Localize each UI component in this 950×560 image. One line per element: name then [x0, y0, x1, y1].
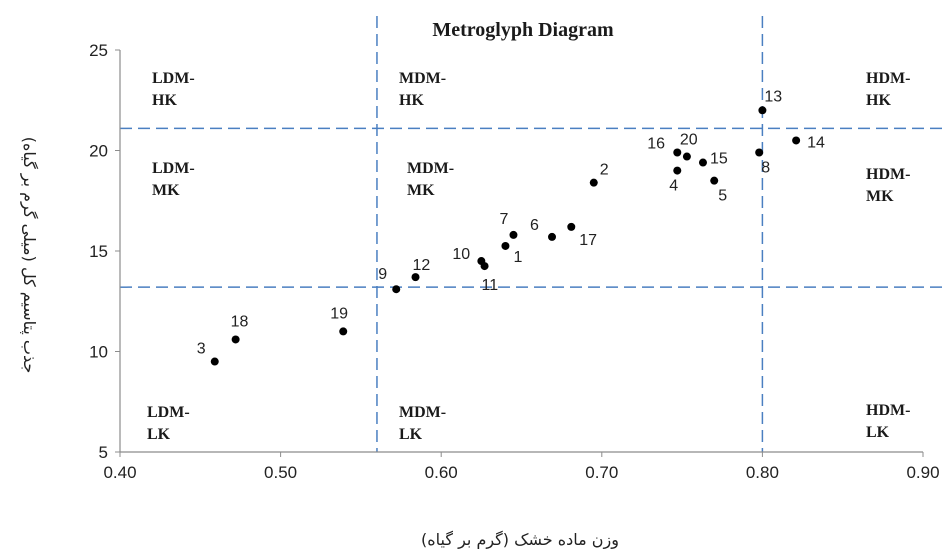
data-point-label-1: 1 [513, 249, 522, 266]
data-point-11 [480, 262, 489, 271]
data-point-label-14: 14 [807, 134, 825, 151]
y-tick-label: 15 [89, 242, 108, 261]
data-point-9 [392, 285, 401, 294]
data-point-17 [567, 222, 576, 231]
data-point-13 [758, 106, 767, 115]
region-label-ldm-lk: LDM-LK [147, 404, 190, 443]
y-tick-label: 10 [89, 343, 108, 362]
data-point-label-13: 13 [764, 88, 782, 105]
region-labels: LDM-HK MDM-HK HDM-HK LDM-MK MDM-MK HDM-MK LDM-… [147, 70, 910, 443]
x-tick-label: 0.50 [264, 463, 297, 482]
y-tick-label: 5 [99, 443, 108, 462]
data-point-4 [673, 166, 682, 175]
data-point-label-15: 15 [710, 151, 728, 168]
data-point-1 [501, 241, 510, 250]
region-label-mdm-mk: MDM-MK [407, 160, 454, 199]
data-point-16 [673, 148, 682, 157]
x-tick-label: 0.40 [103, 463, 136, 482]
region-label-mdm-hk: MDM-HK [399, 70, 446, 109]
x-tick-label: 0.60 [425, 463, 458, 482]
data-point-label-16: 16 [647, 136, 665, 153]
x-tick-label: 0.90 [906, 463, 939, 482]
data-point-8 [755, 148, 764, 157]
region-label-ldm-mk: LDM-MK [152, 160, 195, 199]
data-point-label-7: 7 [499, 211, 508, 228]
data-point-label-20: 20 [680, 132, 698, 149]
data-point-label-10: 10 [452, 246, 470, 263]
data-point-5 [710, 176, 719, 185]
data-point-label-3: 3 [197, 341, 206, 358]
chart-title: Metroglyph Diagram [432, 19, 614, 41]
divider-lines [120, 16, 945, 452]
y-tick-label: 25 [89, 41, 108, 60]
data-point-2 [589, 178, 598, 187]
data-point-label-17: 17 [579, 232, 597, 249]
region-label-mdm-lk: MDM-LK [399, 404, 446, 443]
data-point-15 [698, 158, 707, 167]
data-point-label-19: 19 [330, 305, 348, 322]
data-point-20 [682, 152, 691, 161]
data-point-label-2: 2 [600, 162, 609, 179]
data-point-12 [411, 273, 420, 282]
region-label-hdm-lk: HDM-LK [866, 402, 910, 441]
data-point-18 [231, 335, 240, 344]
data-point-3 [210, 357, 219, 366]
data-point-label-12: 12 [413, 257, 431, 274]
x-axis-label: وزن ماده خشک (گرم بر گیاه) [421, 530, 619, 550]
data-point-label-5: 5 [718, 188, 727, 205]
data-point-label-18: 18 [231, 313, 249, 330]
y-tick-label: 20 [89, 142, 108, 161]
region-label-hdm-hk: HDM-HK [866, 70, 910, 109]
data-point-label-4: 4 [669, 178, 678, 195]
data-point-label-8: 8 [761, 160, 770, 177]
data-point-19 [339, 327, 348, 336]
data-point-label-6: 6 [530, 217, 539, 234]
region-label-hdm-mk: HDM-MK [866, 166, 910, 205]
y-axis-label: جذب پتاسیم کل (میلی گرم بر گیاه) [19, 137, 39, 374]
region-label-ldm-hk: LDM-HK [152, 70, 195, 109]
data-point-6 [548, 232, 557, 241]
data-point-label-11: 11 [482, 277, 499, 294]
data-point-7 [509, 230, 518, 239]
x-tick-label: 0.70 [585, 463, 618, 482]
data-point-label-9: 9 [378, 266, 387, 283]
data-point-14 [792, 136, 801, 145]
x-tick-label: 0.80 [746, 463, 779, 482]
